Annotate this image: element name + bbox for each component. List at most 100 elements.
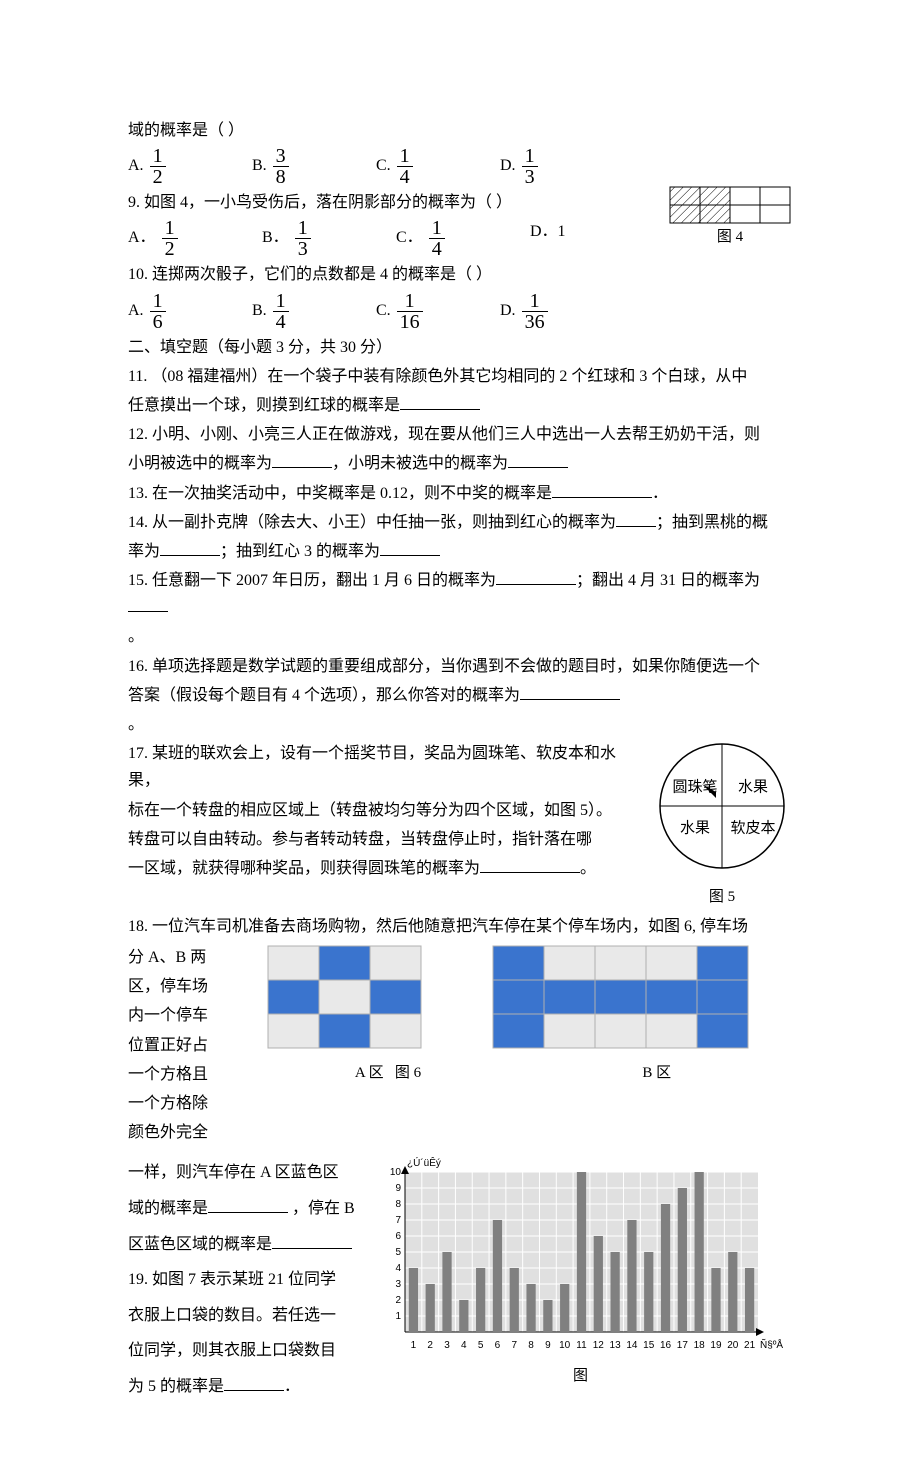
q18-q19-continued: 一样，则汽车停在 A 区蓝色区 域的概率是 ，停在 B 区蓝色区域的概率是 19… xyxy=(128,1154,373,1405)
fig6-caption: 图 6 xyxy=(378,1061,438,1087)
q10-C-num: 1 xyxy=(397,291,423,311)
q14a-suf: ；抽到黑桃的概 xyxy=(656,514,768,531)
q8-A-den: 2 xyxy=(150,166,166,187)
q8-tail: 域的概率是（ ） xyxy=(128,117,792,144)
svg-text:6: 6 xyxy=(395,1231,401,1242)
q18restb-mid: ，停在 B xyxy=(288,1200,355,1217)
q8-C-den: 4 xyxy=(397,166,413,187)
q18-para: 一个方格除 xyxy=(128,1090,228,1117)
svg-text:12: 12 xyxy=(593,1340,605,1351)
q10-C-den: 16 xyxy=(397,311,423,332)
q15-end: 。 xyxy=(128,623,792,650)
svg-text:圆珠笔: 圆珠笔 xyxy=(672,779,717,796)
svg-text:4: 4 xyxy=(461,1340,467,1351)
q17d-suf: 。 xyxy=(580,860,596,877)
q16-end: 。 xyxy=(128,711,792,738)
q14-line2: 率为；抽到红心 3 的概率为 xyxy=(128,538,792,565)
q11-line2: 任意摸出一个球，则摸到红球的概率是 xyxy=(128,392,792,419)
svg-text:6: 6 xyxy=(495,1340,501,1351)
q10-B-den: 4 xyxy=(273,311,289,332)
q15-mid: ；翻出 4 月 31 日的概率为 xyxy=(576,572,760,589)
q18-blank1 xyxy=(208,1196,288,1213)
q12-blank1 xyxy=(272,451,332,468)
q15-blank2 xyxy=(128,595,168,612)
q19d-suf: ． xyxy=(284,1378,300,1395)
svg-text:10: 10 xyxy=(559,1340,571,1351)
q8-optC: C. xyxy=(376,157,391,174)
q18-para: 区，停车场 xyxy=(128,973,228,1000)
q18-rest-a: 一样，则汽车停在 A 区蓝色区 xyxy=(128,1156,373,1190)
q8-B-den: 8 xyxy=(273,166,289,187)
q18-rest-c: 区蓝色区域的概率是 xyxy=(128,1228,373,1262)
svg-text:7: 7 xyxy=(511,1340,517,1351)
q18-para: 位置正好占 xyxy=(128,1032,228,1059)
svg-text:2: 2 xyxy=(427,1340,433,1351)
q18-para: 一个方格且 xyxy=(128,1061,228,1088)
q9-B-num: 1 xyxy=(295,218,311,238)
svg-text:21: 21 xyxy=(744,1340,756,1351)
q19d-pre: 为 5 的概率是 xyxy=(128,1378,224,1395)
q18-line1: 18. 一位汽车司机准备去商场购物，然后他随意把汽车停在某个停车场内，如图 6,… xyxy=(128,913,792,940)
svg-text:17: 17 xyxy=(677,1340,689,1351)
q19-line2: 衣服上口袋的数目。若任选一 xyxy=(128,1299,373,1333)
q19-blank xyxy=(224,1374,284,1391)
svg-text:¿Ú´üÊý: ¿Ú´üÊý xyxy=(407,1156,441,1169)
svg-text:9: 9 xyxy=(545,1340,551,1351)
q9-B-den: 3 xyxy=(295,238,311,259)
q14-blank3 xyxy=(380,539,440,556)
svg-text:9: 9 xyxy=(395,1183,401,1194)
q10-optD: D. xyxy=(500,302,516,319)
svg-text:水果: 水果 xyxy=(738,779,768,796)
q11b-text: 任意摸出一个球，则摸到红球的概率是 xyxy=(128,397,400,414)
q9-optC: C． xyxy=(396,230,423,247)
figure-6: A 区 图 6 B 区 xyxy=(228,942,788,1087)
q13-suf: ． xyxy=(652,485,668,502)
q14b-mid: ；抽到红心 3 的概率为 xyxy=(220,543,380,560)
q9-optA: A． xyxy=(128,230,156,247)
q19-line3: 位同学，则其衣服上口袋数目 xyxy=(128,1334,373,1368)
q18restc-text: 区蓝色区域的概率是 xyxy=(128,1236,272,1253)
q16-line2: 答案（假设每个题目有 4 个选项），那么你答对的概率为 xyxy=(128,682,792,709)
svg-text:软皮本: 软皮本 xyxy=(730,820,775,837)
svg-text:4: 4 xyxy=(395,1263,401,1274)
svg-text:Ñ§ºÅ: Ñ§ºÅ xyxy=(760,1338,783,1351)
q12-line2: 小明被选中的概率为，小明未被选中的概率为 xyxy=(128,450,792,477)
figure-7: 1234567891011121314151617181920211234567… xyxy=(373,1154,788,1389)
q18-blank2 xyxy=(272,1232,352,1249)
q9-C-den: 4 xyxy=(429,238,445,259)
q18-para: 内一个停车 xyxy=(128,1002,228,1029)
q10-D-num: 1 xyxy=(522,291,548,311)
q18-para: 分 A、B 两 xyxy=(128,944,228,971)
q8-D-num: 1 xyxy=(522,146,538,166)
q15-blank1 xyxy=(496,568,576,585)
q11-line1: 11. （08 福建福州）在一个袋子中装有除颜色外其它均相同的 2 个红球和 3… xyxy=(128,363,792,390)
q18-left-text: 分 A、B 两区，停车场内一个停车位置正好占一个方格且一个方格除颜色外完全 xyxy=(128,942,228,1148)
q12-line1: 12. 小明、小刚、小亮三人正在做游戏，现在要从他们三人中选出一人去帮王奶奶干活… xyxy=(128,421,792,448)
q9-optB: B． xyxy=(262,230,289,247)
q8-optA: A. xyxy=(128,157,144,174)
svg-text:2: 2 xyxy=(395,1295,401,1306)
fig6-labelB: B 区 xyxy=(582,1061,732,1087)
svg-text:8: 8 xyxy=(528,1340,534,1351)
q12b-pre: 小明被选中的概率为 xyxy=(128,455,272,472)
q8-optD: D. xyxy=(500,157,516,174)
q18restb-pre: 域的概率是 xyxy=(128,1200,208,1217)
q17-blank xyxy=(480,856,580,873)
q19-line1: 19. 如图 7 表示某班 21 位同学 xyxy=(128,1263,373,1297)
q15-pre: 15. 任意翻一下 2007 年日历，翻出 1 月 6 日的概率为 xyxy=(128,572,496,589)
q18-para: 颜色外完全 xyxy=(128,1119,228,1146)
q8-optB: B. xyxy=(252,157,267,174)
q8-B-num: 3 xyxy=(273,146,289,166)
svg-text:1: 1 xyxy=(395,1311,401,1322)
svg-text:10: 10 xyxy=(390,1167,402,1178)
svg-text:3: 3 xyxy=(395,1279,401,1290)
q10-optA: A. xyxy=(128,302,144,319)
q10-optB: B. xyxy=(252,302,267,319)
svg-text:5: 5 xyxy=(395,1247,401,1258)
svg-text:18: 18 xyxy=(694,1340,706,1351)
q8-options: A. 12 B. 38 C. 14 D. 13 xyxy=(128,146,792,187)
q13-pre: 13. 在一次抽奖活动中，中奖概率是 0.12，则不中奖的概率是 xyxy=(128,485,552,502)
q12-blank2 xyxy=(508,451,568,468)
svg-text:16: 16 xyxy=(660,1340,672,1351)
svg-text:7: 7 xyxy=(395,1215,401,1226)
